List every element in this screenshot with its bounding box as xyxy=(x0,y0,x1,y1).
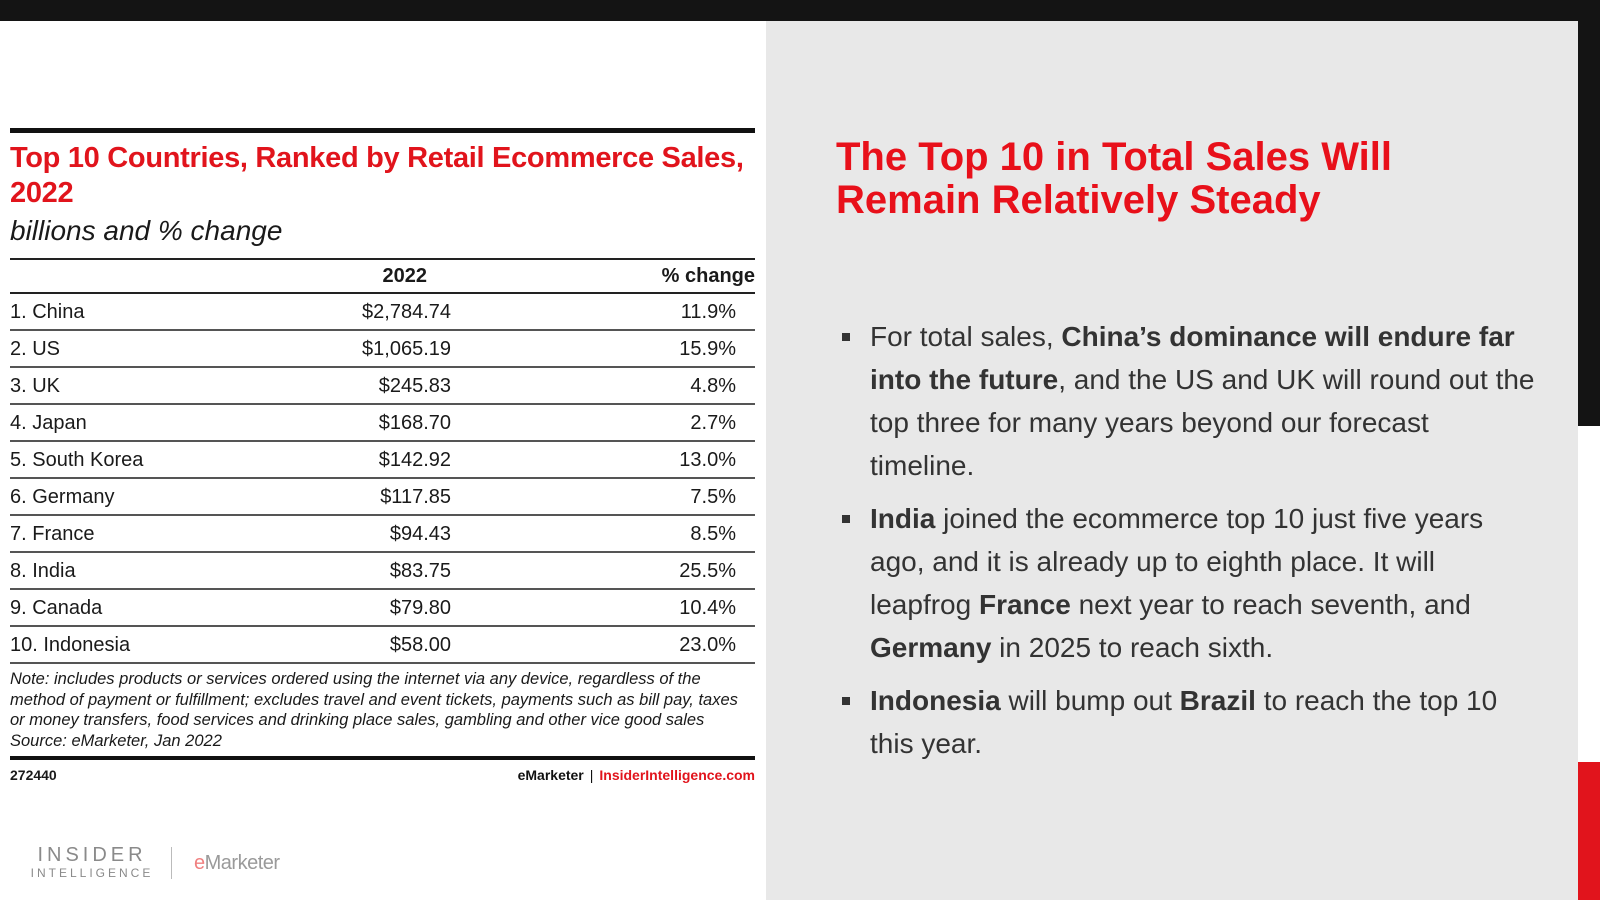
table-row: 7. France $94.43 8.5% xyxy=(10,516,755,553)
country-cell: 6. Germany xyxy=(10,486,115,508)
bullet-marker-icon xyxy=(842,333,850,341)
table-row: 10. Indonesia $58.00 23.0% xyxy=(10,627,755,664)
edge-strip-dark xyxy=(1578,21,1600,426)
percent-change-cell: 2.7% xyxy=(690,412,736,434)
country-cell: 9. Canada xyxy=(10,597,103,619)
ecommerce-table-chart: Top 10 Countries, Ranked by Retail Ecomm… xyxy=(10,128,755,786)
chart-id: 272440 xyxy=(10,767,57,783)
chart-source: Source: eMarketer, Jan 2022 xyxy=(10,731,222,750)
bullet-item: For total sales, China’s dominance will … xyxy=(836,315,1536,487)
percent-change-cell: 8.5% xyxy=(690,523,736,545)
top-bar xyxy=(0,0,1600,21)
country-cell: 1. China xyxy=(10,301,85,323)
country-cell: 3. UK xyxy=(10,375,61,397)
bottom-rule xyxy=(10,756,755,760)
bullet-text: will bump out xyxy=(1000,685,1180,716)
bullet-emphasis: France xyxy=(978,589,1071,620)
sales-value-cell: $245.83 xyxy=(378,375,451,397)
sales-value-cell: $79.80 xyxy=(389,597,451,619)
bullet-marker-icon xyxy=(842,697,850,705)
table-row: 2. US $1,065.19 15.9% xyxy=(10,331,755,368)
table-body: 1. China $2,784.74 11.9% 2. US $1,065.19 15.9… xyxy=(10,294,755,664)
bullet-text: next year to reach seventh, and xyxy=(1070,589,1471,620)
percent-change-cell: 7.5% xyxy=(690,486,736,508)
emarketer-logo-rest: Marketer xyxy=(204,852,280,874)
bullet-emphasis: Brazil xyxy=(1179,685,1256,716)
bullet-item: Indonesia will bump out Brazil to reach … xyxy=(836,679,1536,765)
emarketer-logo: eMarketer xyxy=(194,852,280,875)
bullet-text: , and the US and UK will round out the t… xyxy=(870,364,1535,481)
footer-site-link[interactable]: InsiderIntelligence.com xyxy=(599,767,755,783)
table-row: 4. Japan $168.70 2.7% xyxy=(10,405,755,442)
percent-change-cell: 25.5% xyxy=(679,560,736,582)
table-row: 1. China $2,784.74 11.9% xyxy=(10,294,755,331)
sales-value-cell: $142.92 xyxy=(378,449,451,471)
emarketer-logo-e: e xyxy=(194,852,205,874)
edge-strip-white xyxy=(1578,426,1600,762)
sales-table: 2022 % change 1. China $2,784.74 11.9% 2. U… xyxy=(10,258,755,664)
percent-change-cell: 13.0% xyxy=(679,449,736,471)
footer-source: eMarketer | InsiderIntelligence.com xyxy=(518,767,755,783)
percent-change-cell: 15.9% xyxy=(679,338,736,360)
sales-value-cell: $1,065.19 xyxy=(362,338,451,360)
sales-value-cell: $83.75 xyxy=(389,560,451,582)
bullet-marker-icon xyxy=(842,515,850,523)
table-row: 5. South Korea $142.92 13.0% xyxy=(10,442,755,479)
country-cell: 7. France xyxy=(10,523,95,545)
chart-subtitle: billions and % change xyxy=(10,215,283,246)
country-cell: 5. South Korea xyxy=(10,449,144,471)
edge-strip-red xyxy=(1578,762,1600,900)
footer-brand: eMarketer xyxy=(517,767,584,783)
right-panel xyxy=(766,21,1578,900)
logo-wordmark: INSIDER INTELLIGENCE xyxy=(22,844,162,880)
sales-value-cell: $58.00 xyxy=(389,634,451,656)
percent-change-cell: 23.0% xyxy=(679,634,736,656)
table-header: 2022 % change xyxy=(10,260,755,294)
country-cell: 2. US xyxy=(10,338,61,360)
country-cell: 4. Japan xyxy=(10,412,87,434)
sales-value-cell: $2,784.74 xyxy=(362,301,451,323)
percent-change-cell: 10.4% xyxy=(679,597,736,619)
bullet-list: For total sales, China’s dominance will … xyxy=(836,315,1536,775)
column-header-change: % change xyxy=(661,265,755,287)
table-row: 6. Germany $117.85 7.5% xyxy=(10,479,755,516)
table-row: 8. India $83.75 25.5% xyxy=(10,553,755,590)
country-cell: 8. India xyxy=(10,560,76,582)
slide-headline: The Top 10 in Total Sales Will Remain Re… xyxy=(836,135,1393,222)
top-rule xyxy=(10,128,755,133)
table-row: 3. UK $245.83 4.8% xyxy=(10,368,755,405)
logo-divider xyxy=(171,847,172,879)
logo-line-1: INSIDER xyxy=(37,844,147,866)
sales-value-cell: $117.85 xyxy=(380,486,451,508)
bullet-text: joined the ecommerce top 10 just five ye… xyxy=(870,503,1484,620)
column-header-2022: 2022 xyxy=(382,265,428,287)
bullet-emphasis: Indonesia xyxy=(870,685,1001,716)
bullet-emphasis: India xyxy=(870,503,936,534)
bullet-emphasis: China’s dominance will endure far into t… xyxy=(870,321,1515,395)
bullet-text: to reach the top 10 this year. xyxy=(870,685,1498,759)
bullet-text: in 2025 to reach sixth. xyxy=(991,632,1274,663)
sales-value-cell: $168.70 xyxy=(378,412,451,434)
country-cell: 10. Indonesia xyxy=(10,634,131,656)
logo-line-2: INTELLIGENCE xyxy=(30,866,154,880)
table-row: 9. Canada $79.80 10.4% xyxy=(10,590,755,627)
percent-change-cell: 4.8% xyxy=(690,375,736,397)
bullet-text: For total sales, xyxy=(870,321,1062,352)
chart-title: Top 10 Countries, Ranked by Retail Ecomm… xyxy=(10,142,744,209)
chart-note: Note: includes products or services orde… xyxy=(10,670,738,729)
footer-separator: | xyxy=(589,767,594,783)
bullet-emphasis: Germany xyxy=(870,632,992,663)
sales-value-cell: $94.43 xyxy=(389,523,451,545)
chart-footer: 272440 eMarketer | InsiderIntelligence.com xyxy=(10,760,755,786)
percent-change-cell: 11.9% xyxy=(680,301,736,323)
bullet-item: India joined the ecommerce top 10 just f… xyxy=(836,497,1536,669)
